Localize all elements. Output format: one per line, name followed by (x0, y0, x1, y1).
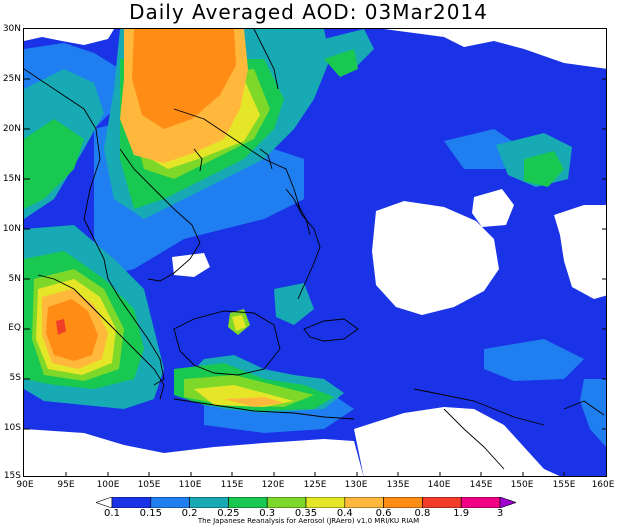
colorbar-box (344, 497, 384, 508)
lat-label: 25N (2, 74, 21, 84)
colorbar-arrow-low (96, 497, 113, 508)
aod-band-0-8 (46, 29, 236, 361)
lon-label: 120E (261, 480, 285, 490)
lon-label: 125E (303, 480, 327, 490)
aod-contour-field (24, 29, 606, 476)
colorbar-label: 0.15 (139, 508, 162, 519)
lon-label: 100E (96, 480, 120, 490)
lon-label: 140E (427, 480, 451, 490)
colorbar-label: 0.2 (181, 508, 198, 519)
colorbar-box (150, 497, 190, 508)
lat-label: EQ (8, 323, 21, 333)
lat-label: 20N (2, 124, 21, 134)
lon-label: 150E (510, 480, 534, 490)
colorbar-box (111, 497, 152, 508)
colorbar (96, 497, 516, 508)
map-ticks (24, 78, 606, 476)
colorbar-box (228, 497, 268, 508)
lon-label: 110E (178, 480, 202, 490)
colorbar-label: 0.4 (336, 508, 353, 519)
colorbar-label: 0.6 (375, 508, 392, 519)
aod-band-below-0-1 (24, 29, 606, 476)
colorbar-label: 1.9 (453, 508, 470, 519)
colorbar-box (422, 497, 462, 508)
lat-label: 10N (2, 224, 21, 234)
aod-band-1-9 (56, 319, 66, 335)
aod-map (23, 28, 607, 477)
data-credit: The Japanese Reanalysis for Aerosol (JRA… (197, 517, 420, 525)
lon-label: 95E (57, 480, 75, 490)
colorbar-box (383, 497, 423, 508)
lat-label: 15S (3, 471, 21, 481)
lon-label: 145E (469, 480, 493, 490)
colorbar-label: 0.3 (259, 508, 276, 519)
lat-label: 15N (2, 174, 21, 184)
lat-label: 5S (9, 373, 21, 383)
lon-label: 160E (591, 480, 615, 490)
lon-label: 90E (16, 480, 34, 490)
colorbar-box (460, 497, 501, 508)
colorbar-box (189, 497, 229, 508)
map-title: Daily Averaged AOD: 03Mar2014 (129, 0, 488, 24)
lon-label: 105E (137, 480, 161, 490)
colorbar-label: 3 (496, 508, 504, 519)
lon-label: 130E (344, 480, 368, 490)
colorbar-arrow-high (499, 497, 516, 508)
colorbar-label: 0.25 (217, 508, 240, 519)
lat-label: 10S (3, 423, 21, 433)
lon-label: 115E (220, 480, 244, 490)
lon-label: 135E (386, 480, 410, 490)
colorbar-label: 0.35 (294, 508, 318, 519)
colorbar-box (266, 497, 307, 508)
lat-label: 5N (8, 274, 21, 284)
lon-label: 155E (552, 480, 576, 490)
coastline (24, 29, 605, 470)
lat-label: 30N (2, 24, 21, 34)
colorbar-label: 0.1 (104, 508, 120, 519)
colorbar-label: 0.8 (414, 508, 431, 519)
colorbar-box (305, 497, 346, 508)
